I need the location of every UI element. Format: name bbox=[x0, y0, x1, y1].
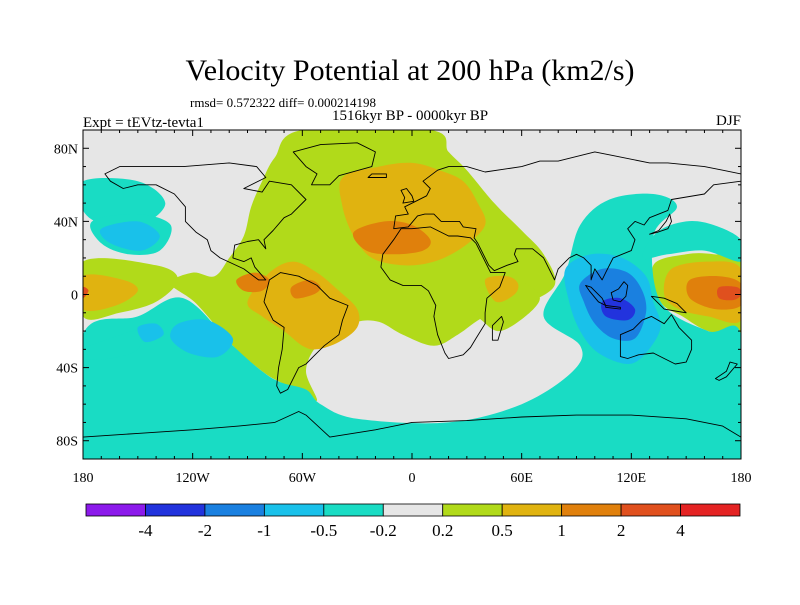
contour-region-14 bbox=[83, 286, 89, 299]
colorbar-label: 2 bbox=[617, 521, 626, 540]
contour-region-9 bbox=[352, 221, 431, 255]
x-tick-label: 120W bbox=[176, 471, 211, 486]
stats-subtitle: rmsd= 0.572322 diff= 0.000214198 bbox=[190, 95, 376, 110]
x-tick-label: 120E bbox=[617, 471, 647, 486]
colorbar-label: 1 bbox=[557, 521, 566, 540]
coastline-iceland bbox=[367, 173, 387, 178]
y-tick-label: 80N bbox=[54, 142, 78, 157]
coastline-eurasia bbox=[393, 151, 741, 281]
contour-region-12 bbox=[686, 276, 741, 310]
contour-region-6 bbox=[484, 275, 519, 303]
coastline-great-britain bbox=[400, 188, 415, 204]
colorbar-swatch-8 bbox=[561, 503, 622, 517]
colorbar-swatch-9 bbox=[620, 503, 681, 517]
contour-region-21 bbox=[170, 319, 234, 358]
colorbar-swatch-2 bbox=[204, 503, 265, 517]
colorbar-label: -0.2 bbox=[370, 521, 397, 540]
coastline-java bbox=[605, 305, 621, 310]
coastline-madagascar bbox=[491, 315, 504, 341]
contour-region-18 bbox=[83, 330, 142, 360]
colorbar-swatch-3 bbox=[263, 503, 325, 517]
colorbar-swatch-6 bbox=[442, 503, 503, 517]
contour-region-22 bbox=[137, 323, 164, 343]
colorbar: -4 -2 -1 -0.5 -0.2 0.2 0.5 1 2 4 bbox=[85, 503, 741, 540]
period-subtitle: 1516kyr BP - 0000kyr BP bbox=[332, 108, 488, 124]
coastline-new-zealand bbox=[714, 361, 738, 381]
colorbar-label: 0.5 bbox=[492, 521, 513, 540]
colorbar-label: 0.2 bbox=[432, 521, 453, 540]
contour-region-7 bbox=[83, 274, 138, 312]
contour-region-11 bbox=[290, 279, 321, 299]
y-tick-label: 0 bbox=[71, 289, 78, 304]
season-label: DJF bbox=[716, 113, 741, 129]
map-area bbox=[83, 130, 741, 459]
colorbar-label: -1 bbox=[257, 521, 271, 540]
coastline-antarctica bbox=[83, 411, 741, 459]
coastline-north-america bbox=[104, 162, 307, 281]
colorbar-swatch-7 bbox=[501, 503, 563, 517]
coastline-greenland bbox=[292, 142, 376, 186]
x-tick-label: 60E bbox=[510, 471, 533, 486]
y-tick-label: 40N bbox=[54, 215, 78, 230]
colorbar-label: -2 bbox=[198, 521, 212, 540]
coastline-new-guinea bbox=[650, 295, 687, 314]
contour-region-13 bbox=[717, 286, 741, 301]
map-axes: 180 120W 60W 0 60E 120E 180 80N 40N 0 40S 80S bbox=[54, 129, 752, 486]
coastline-japan bbox=[649, 213, 672, 235]
contour-region-10 bbox=[236, 272, 270, 293]
x-tick-label: 180 bbox=[731, 471, 752, 486]
colorbar-label: -4 bbox=[138, 521, 153, 540]
x-tick-label: 60W bbox=[289, 471, 317, 486]
x-tick-label: 180 bbox=[73, 471, 94, 486]
contour-region-20 bbox=[99, 221, 160, 251]
colorbar-swatch-0 bbox=[85, 503, 146, 517]
coastline-borneo bbox=[610, 281, 629, 303]
x-tick-label: 0 bbox=[409, 471, 416, 486]
coastline-australia bbox=[619, 314, 693, 365]
coastline-south-america bbox=[263, 272, 349, 394]
colorbar-label: 4 bbox=[676, 521, 685, 540]
colorbar-swatch-5 bbox=[382, 503, 444, 517]
contour-region-16 bbox=[642, 221, 741, 262]
colorbar-swatch-1 bbox=[145, 503, 206, 517]
chart-title: Velocity Potential at 200 hPa (km2/s) bbox=[185, 54, 634, 87]
coastline-africa bbox=[380, 226, 506, 359]
contour-region-5 bbox=[247, 261, 360, 350]
experiment-label: Expt = tEVtz-tevta1 bbox=[83, 115, 204, 131]
y-tick-label: 40S bbox=[56, 362, 78, 377]
colorbar-swatch-4 bbox=[323, 503, 384, 517]
colorbar-label: -0.5 bbox=[310, 521, 337, 540]
colorbar-swatch-10 bbox=[680, 503, 741, 517]
y-tick-label: 80S bbox=[56, 435, 78, 450]
